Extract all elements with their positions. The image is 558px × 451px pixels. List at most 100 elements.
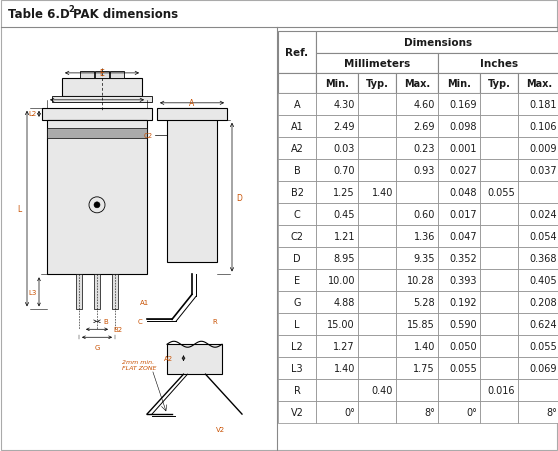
Circle shape [94, 202, 100, 208]
Bar [94, 275, 100, 310]
Text: 0.054: 0.054 [530, 231, 557, 241]
Bar [112, 275, 118, 310]
Text: 0.208: 0.208 [530, 297, 557, 307]
Text: L2: L2 [291, 341, 303, 351]
Text: 0.024: 0.024 [530, 210, 557, 220]
Text: 15.85: 15.85 [407, 319, 435, 329]
Text: 8°: 8° [546, 407, 557, 417]
Text: 0.106: 0.106 [530, 122, 557, 132]
Bar [167, 109, 217, 263]
Text: D: D [293, 253, 301, 263]
Text: G: G [94, 345, 100, 350]
Bar [47, 129, 147, 138]
Text: R: R [212, 318, 217, 325]
Text: 4.88: 4.88 [334, 297, 355, 307]
Text: Max.: Max. [526, 79, 552, 89]
Text: A2: A2 [165, 355, 174, 361]
Bar [95, 72, 109, 79]
Text: 0.069: 0.069 [530, 363, 557, 373]
Text: 0.050: 0.050 [449, 341, 477, 351]
Text: Min.: Min. [447, 79, 471, 89]
Text: 0.016: 0.016 [488, 385, 515, 395]
Text: B: B [103, 318, 108, 325]
Text: D: D [236, 193, 242, 202]
Text: 0.624: 0.624 [530, 319, 557, 329]
Text: A1: A1 [140, 299, 149, 306]
Text: 2mm min.
FLAT ZONE: 2mm min. FLAT ZONE [122, 359, 156, 370]
Text: 0.181: 0.181 [530, 100, 557, 110]
Bar [52, 97, 152, 102]
Text: D: D [60, 8, 70, 20]
Text: 0.40: 0.40 [372, 385, 393, 395]
Text: V2: V2 [215, 426, 224, 432]
Text: 0.23: 0.23 [413, 144, 435, 154]
Text: L: L [294, 319, 300, 329]
Text: 0.93: 0.93 [413, 166, 435, 175]
Text: 2: 2 [68, 5, 74, 14]
Text: 2.69: 2.69 [413, 122, 435, 132]
Text: 1.40: 1.40 [334, 363, 355, 373]
Text: 1.21: 1.21 [334, 231, 355, 241]
Text: 0.009: 0.009 [530, 144, 557, 154]
Text: 9.35: 9.35 [413, 253, 435, 263]
Text: 0.055: 0.055 [529, 341, 557, 351]
Text: 0°: 0° [344, 407, 355, 417]
Bar [62, 79, 142, 97]
Text: 1.40: 1.40 [372, 188, 393, 198]
Bar [110, 72, 124, 79]
Text: Min.: Min. [325, 79, 349, 89]
Text: Max.: Max. [404, 79, 430, 89]
Bar [167, 345, 222, 374]
Text: B2: B2 [291, 188, 304, 198]
Text: 0.60: 0.60 [413, 210, 435, 220]
Text: 0.047: 0.047 [449, 231, 477, 241]
Text: 0.055: 0.055 [487, 188, 515, 198]
Text: R: R [294, 385, 300, 395]
Text: 0.027: 0.027 [449, 166, 477, 175]
Text: A2: A2 [291, 144, 304, 154]
Text: L2: L2 [29, 110, 37, 116]
Bar [47, 120, 147, 275]
Text: C2: C2 [291, 231, 304, 241]
Text: A: A [294, 100, 300, 110]
Text: C: C [137, 318, 142, 325]
Text: 0.098: 0.098 [450, 122, 477, 132]
Text: 8°: 8° [424, 407, 435, 417]
Text: 8.95: 8.95 [334, 253, 355, 263]
Text: E: E [294, 276, 300, 285]
Text: 0.70: 0.70 [334, 166, 355, 175]
Text: Dimensions: Dimensions [404, 38, 472, 48]
Text: A1: A1 [291, 122, 304, 132]
Text: 0.393: 0.393 [450, 276, 477, 285]
Text: 0.192: 0.192 [449, 297, 477, 307]
Text: 0.048: 0.048 [450, 188, 477, 198]
Text: 1.36: 1.36 [413, 231, 435, 241]
Text: 0.590: 0.590 [449, 319, 477, 329]
Text: V2: V2 [291, 407, 304, 417]
Text: L: L [17, 205, 21, 214]
Text: PAK dimensions: PAK dimensions [73, 8, 178, 20]
Text: C: C [294, 210, 300, 220]
Bar [42, 109, 152, 120]
Text: E: E [100, 69, 104, 78]
Text: 0.352: 0.352 [449, 253, 477, 263]
Text: 1.25: 1.25 [333, 188, 355, 198]
Text: 0.368: 0.368 [530, 253, 557, 263]
Text: Inches: Inches [480, 59, 518, 69]
Text: 10.28: 10.28 [407, 276, 435, 285]
Text: 4.60: 4.60 [413, 100, 435, 110]
Text: B: B [294, 166, 300, 175]
Text: 0.405: 0.405 [530, 276, 557, 285]
Text: B2: B2 [113, 327, 122, 332]
Text: Typ.: Typ. [365, 79, 388, 89]
Text: L3: L3 [291, 363, 303, 373]
Text: Typ.: Typ. [488, 79, 511, 89]
Text: L3: L3 [28, 289, 37, 295]
Text: A: A [189, 99, 195, 108]
Text: 0.055: 0.055 [449, 363, 477, 373]
Bar [80, 72, 94, 79]
Text: Ref.: Ref. [286, 48, 309, 58]
Text: 4.30: 4.30 [334, 100, 355, 110]
Bar [76, 275, 82, 310]
Text: 1.27: 1.27 [333, 341, 355, 351]
